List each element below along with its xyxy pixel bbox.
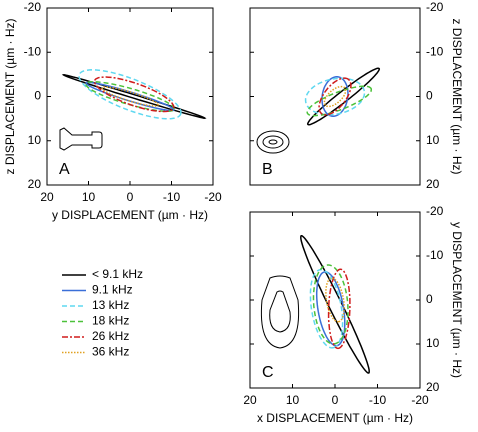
- ellipse-trace: [323, 85, 347, 108]
- y-tick-label: 0: [426, 89, 433, 103]
- legend-label: 13 kHz: [92, 298, 129, 312]
- y-tick-label: 20: [426, 380, 440, 394]
- panel-label: A: [59, 161, 70, 178]
- ellipse-trace: [61, 74, 207, 119]
- ellipse-trace: [78, 69, 182, 120]
- ellipse-trace: [304, 77, 366, 116]
- y-tick-label: -20: [24, 0, 42, 14]
- y-tick-label: -10: [426, 44, 444, 58]
- ellipse-trace: [85, 80, 175, 113]
- ellipse-trace: [300, 235, 370, 374]
- legend-label: 26 kHz: [92, 329, 129, 343]
- y-axis-label: z DISPLACEMENT (µm · Hz): [450, 18, 464, 174]
- panel-label: B: [262, 161, 273, 178]
- x-tick-label: 10: [82, 190, 96, 204]
- ellipse-trace: [306, 67, 381, 126]
- y-tick-label: 10: [426, 336, 440, 350]
- ellipse-trace: [318, 77, 352, 116]
- y-tick-label: -20: [426, 0, 444, 14]
- x-axis-label: y DISPLACEMENT (µm · Hz): [52, 208, 208, 222]
- panel-label: C: [262, 364, 274, 381]
- x-axis-label: x DISPLACEMENT (µm · Hz): [257, 411, 413, 425]
- y-tick-label: -10: [426, 248, 444, 262]
- x-tick-label: 20: [40, 190, 54, 204]
- x-tick-label: -20: [411, 393, 429, 407]
- y-tick-label: 0: [34, 89, 41, 103]
- y-axis-label: z DISPLACEMENT (µm · Hz): [3, 18, 17, 174]
- legend-label: 9.1 kHz: [92, 283, 133, 297]
- legend-label: < 9.1 kHz: [92, 267, 143, 281]
- x-tick-label: -20: [204, 190, 222, 204]
- ellipse-trace: [312, 264, 349, 345]
- ellipse-trace: [85, 81, 175, 112]
- inset-c: [260, 275, 300, 349]
- legend-label: 18 kHz: [92, 314, 129, 328]
- ellipse-trace: [306, 85, 373, 117]
- inset-b: [256, 130, 290, 154]
- ellipse-trace: [309, 268, 344, 349]
- x-tick-label: 0: [127, 190, 134, 204]
- y-tick-label: 20: [28, 177, 42, 191]
- y-tick-label: -20: [426, 204, 444, 218]
- x-tick-label: 20: [243, 393, 257, 407]
- y-tick-label: 0: [426, 292, 433, 306]
- ellipse-trace: [93, 76, 175, 113]
- y-tick-label: -10: [24, 44, 42, 58]
- y-axis-label: y DISPLACEMENT (µm · Hz): [450, 222, 464, 378]
- x-tick-label: -10: [163, 190, 181, 204]
- y-tick-label: 20: [426, 177, 440, 191]
- plot-frame: [249, 211, 421, 389]
- y-tick-label: 10: [28, 133, 42, 147]
- x-tick-label: 10: [286, 393, 300, 407]
- ellipse-trace: [327, 268, 351, 350]
- inset-a: [59, 127, 103, 151]
- legend-label: 36 kHz: [92, 345, 129, 359]
- x-tick-label: -10: [369, 393, 387, 407]
- y-tick-label: 10: [426, 133, 440, 147]
- x-tick-label: 0: [332, 393, 339, 407]
- ellipse-trace: [315, 271, 346, 347]
- ellipse-trace: [101, 86, 159, 107]
